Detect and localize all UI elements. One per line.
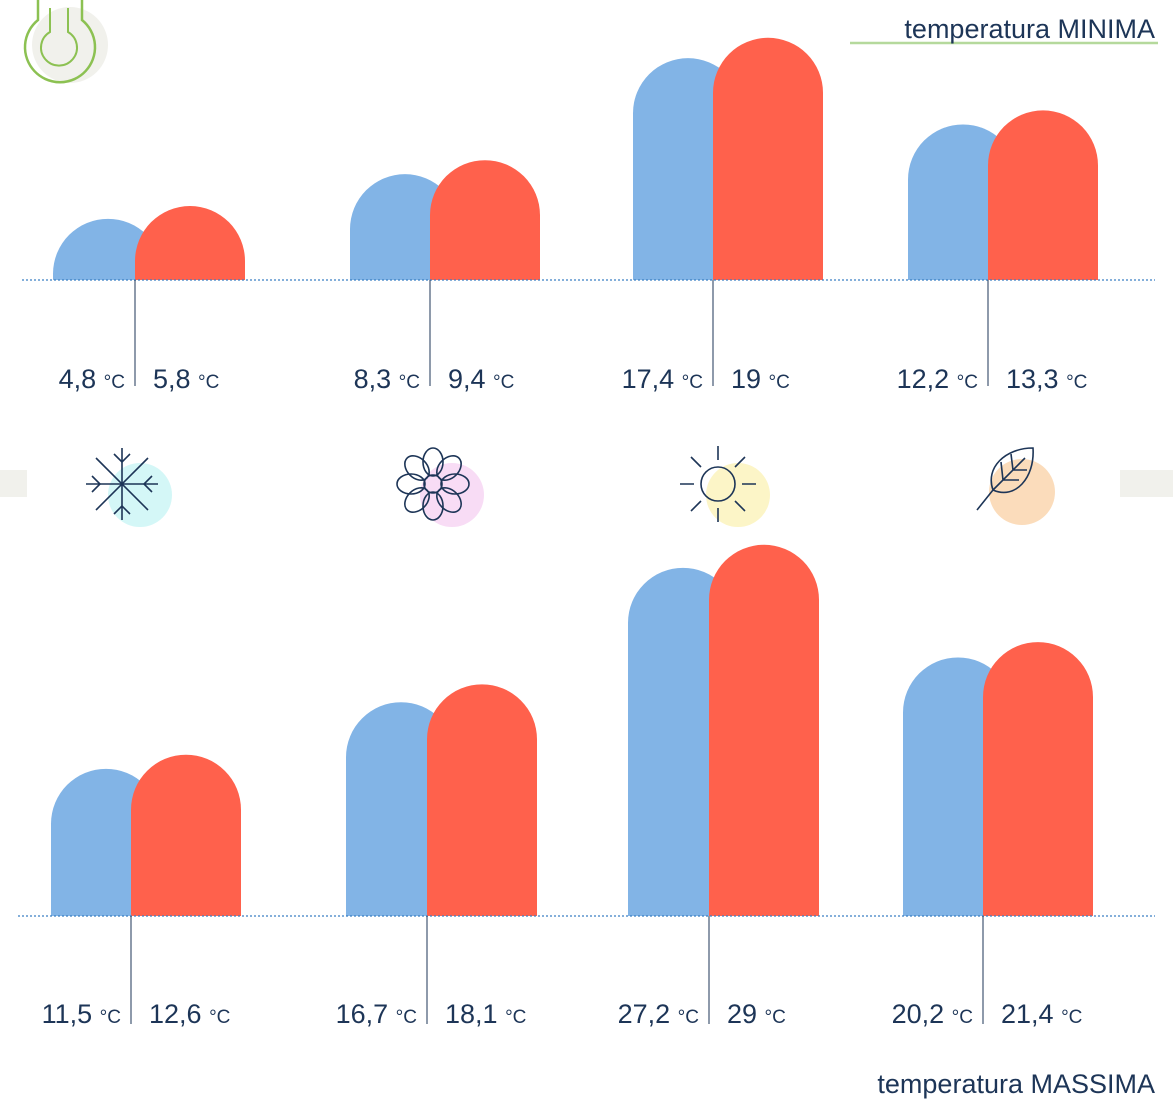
bar xyxy=(988,110,1098,281)
value-label: 27,2 °C xyxy=(618,999,699,1029)
value-label: 8,3 °C xyxy=(354,364,420,394)
bar xyxy=(135,206,245,280)
value-label: 4,8 °C xyxy=(59,364,125,394)
value-label: 19 °C xyxy=(731,364,790,394)
value-label: 9,4 °C xyxy=(448,364,514,394)
separator xyxy=(0,470,27,497)
bar xyxy=(131,754,241,916)
summer-icon xyxy=(680,446,770,527)
spring-icon xyxy=(396,447,484,527)
value-label: 29 °C xyxy=(727,999,786,1029)
bar xyxy=(430,160,540,280)
thermometer-icon xyxy=(23,0,108,84)
bar xyxy=(713,37,823,280)
bar xyxy=(427,684,537,916)
value-label: 12,6 °C xyxy=(149,999,230,1029)
value-label: 11,5 °C xyxy=(42,999,121,1029)
bar xyxy=(983,642,1093,916)
value-label: 13,3 °C xyxy=(1006,364,1087,394)
value-label: 21,4 °C xyxy=(1001,999,1082,1029)
separator xyxy=(1120,470,1173,497)
chart-title: temperatura MINIMA xyxy=(904,14,1155,44)
value-label: 18,1 °C xyxy=(445,999,526,1029)
autumn-icon xyxy=(976,447,1055,525)
value-label: 16,7 °C xyxy=(336,999,417,1029)
value-label: 12,2 °C xyxy=(897,364,978,394)
bar xyxy=(709,544,819,916)
chart-title: temperatura MASSIMA xyxy=(877,1069,1155,1099)
value-label: 17,4 °C xyxy=(622,364,703,394)
winter-icon xyxy=(86,448,172,527)
value-label: 20,2 °C xyxy=(892,999,973,1029)
value-label: 5,8 °C xyxy=(153,364,219,394)
